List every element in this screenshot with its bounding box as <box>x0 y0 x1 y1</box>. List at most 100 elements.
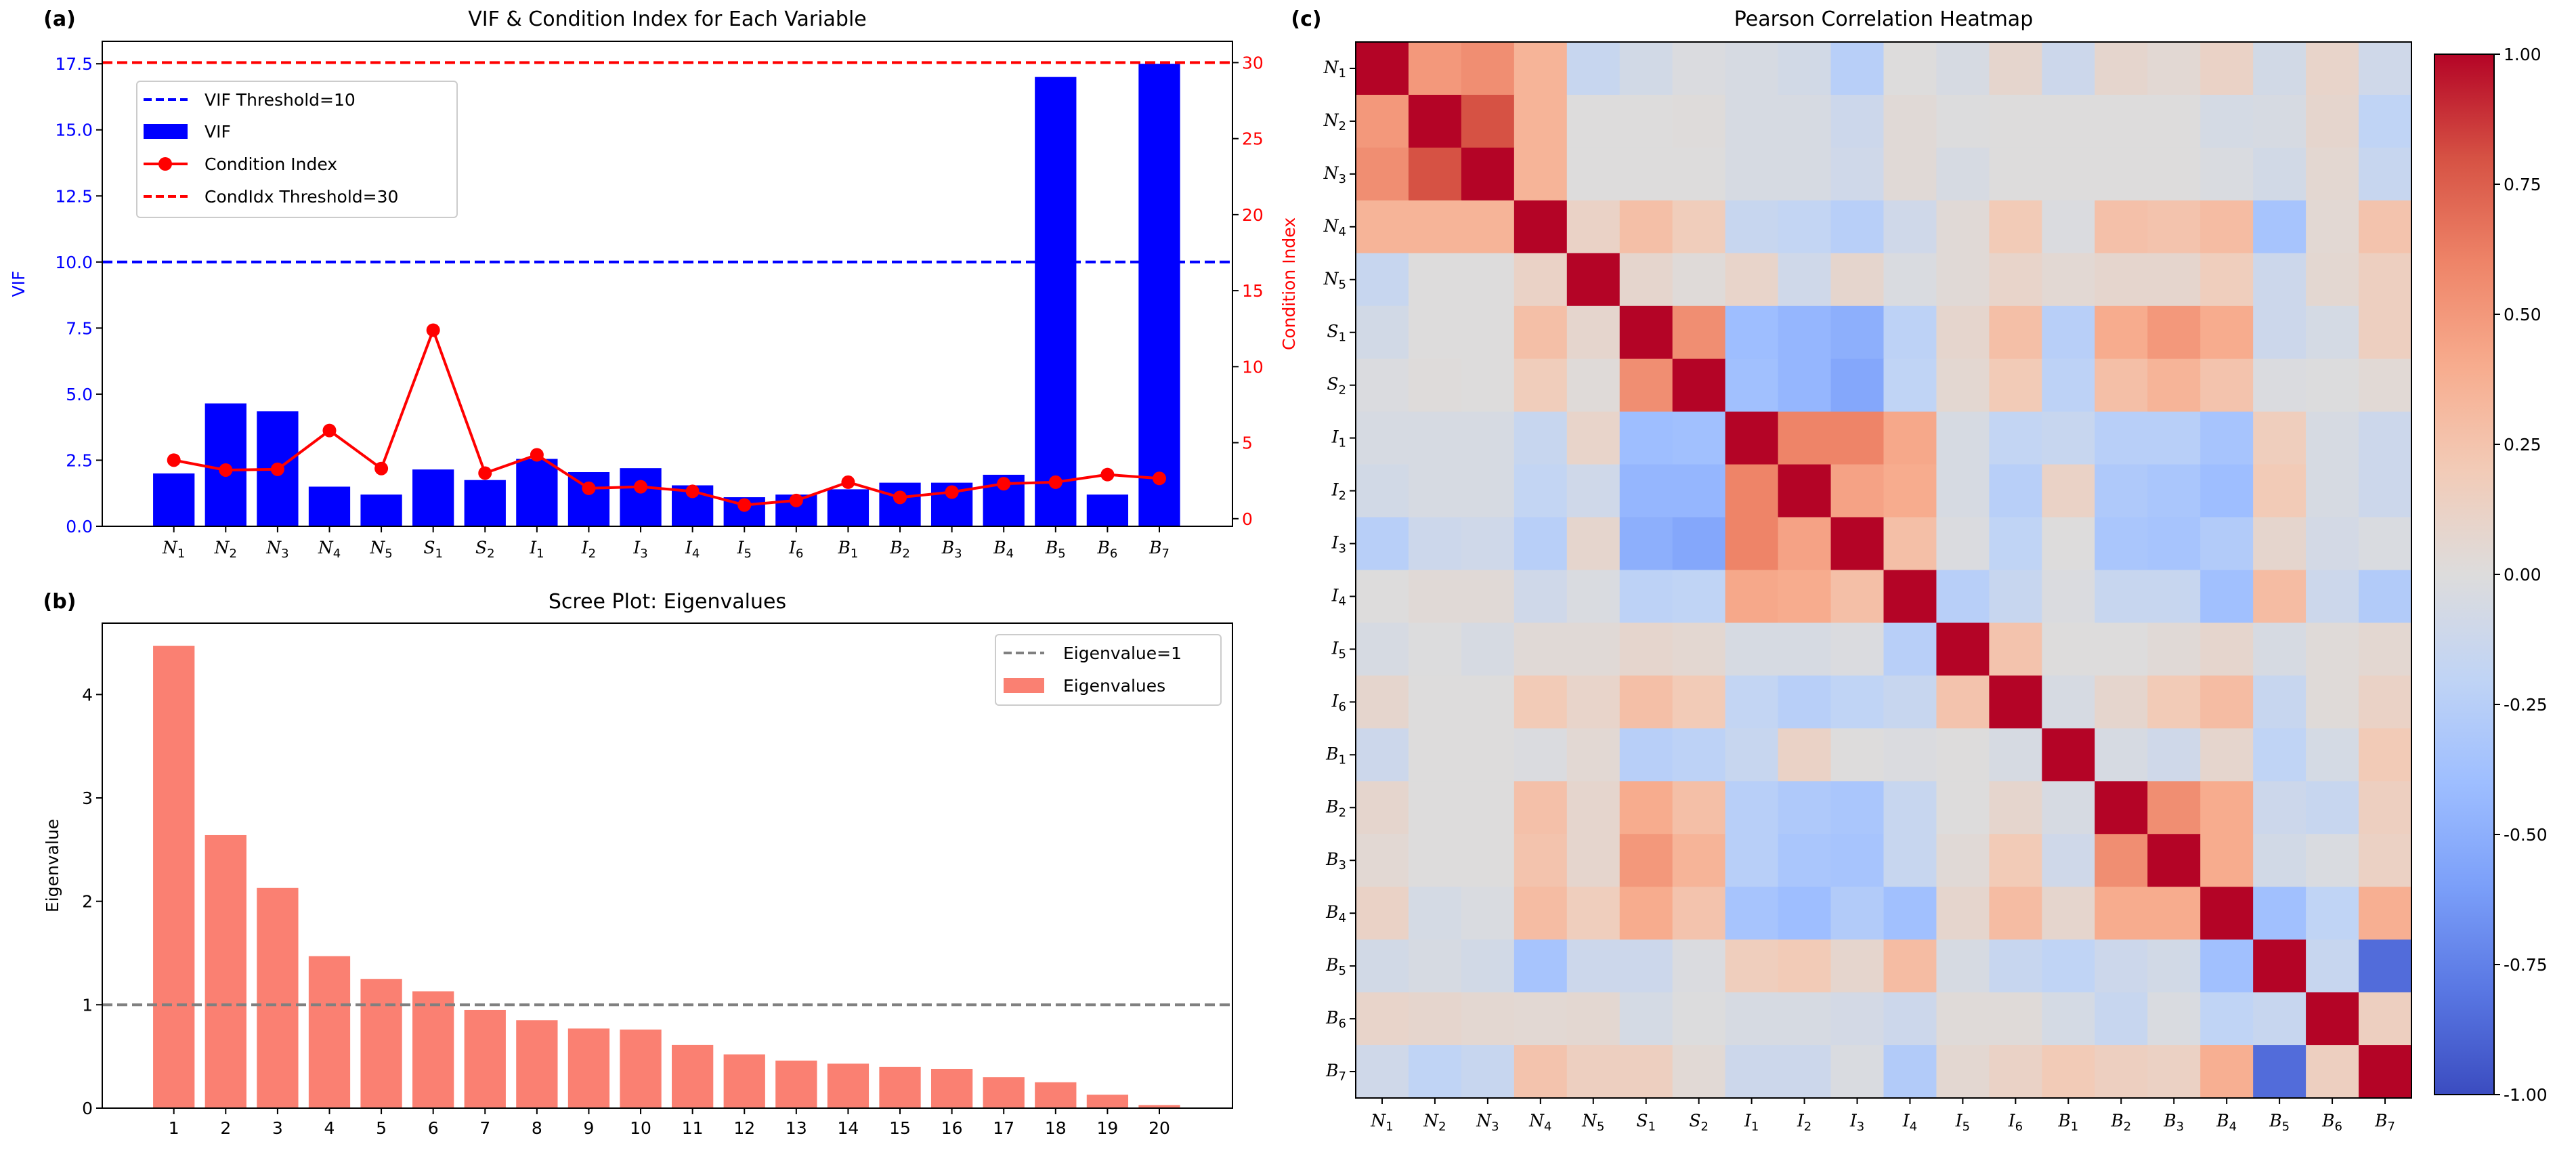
heatmap-cell-N5-S1 <box>1619 253 1673 307</box>
xtick-label-S1: S1 <box>423 538 443 561</box>
row-label-I3: I3 <box>1331 533 1346 556</box>
heatmap-cell-N2-B5 <box>2253 94 2306 148</box>
label-letter: N <box>1323 58 1339 77</box>
heatmap-cell-B1-B5 <box>2253 728 2306 782</box>
condition-index-point-N1 <box>167 453 181 467</box>
heatmap-cell-B4-B6 <box>2306 887 2359 940</box>
heatmap-cell-N1-S2 <box>1672 42 1726 96</box>
heatmap-cell-S1-I4 <box>1883 305 1937 360</box>
heatmap-cell-B5-I1 <box>1725 939 1779 993</box>
heatmap-cell-N1-B4 <box>2200 42 2254 96</box>
label-letter: N <box>1323 110 1339 130</box>
heatmap-cell-B6-I5 <box>1936 992 1990 1046</box>
heatmap-cell-B2-N1 <box>1356 781 1409 834</box>
heatmap-cell-B1-B2 <box>2095 728 2148 782</box>
heatmap-cell-B7-I3 <box>1830 1045 1885 1099</box>
heatmap-cell-I2-I3 <box>1830 464 1885 518</box>
heatmap-cell-B4-S2 <box>1672 887 1726 940</box>
heatmap-cell-B5-N5 <box>1566 939 1620 993</box>
heatmap-cell-S2-I1 <box>1725 358 1779 413</box>
heatmap-cell-S1-N2 <box>1408 305 1462 360</box>
label-letter: N <box>369 538 385 557</box>
label-letter: I <box>685 538 693 557</box>
vif-bar-B6 <box>1086 494 1129 526</box>
heatmap-cell-S2-N4 <box>1514 358 1568 413</box>
heatmap-cell-B4-N3 <box>1461 887 1515 940</box>
ytick-label-left: 0.0 <box>66 517 93 536</box>
heatmap-cell-B3-B6 <box>2306 834 2359 887</box>
chart-title-c: Pearson Correlation Heatmap <box>1734 7 2034 31</box>
heatmap-cell-I1-N5 <box>1566 411 1620 465</box>
ytick-label-right: 10 <box>1242 357 1264 377</box>
col-label-I3: I3 <box>1849 1111 1864 1134</box>
heatmap-cell-S1-N1 <box>1356 305 1409 360</box>
heatmap-cell-I1-I4 <box>1883 411 1937 465</box>
vif-bar-S1 <box>412 469 454 526</box>
heatmap-cell-B1-N5 <box>1566 728 1620 782</box>
heatmap-cell-B6-B3 <box>2147 992 2201 1046</box>
heatmap-cell-I3-N3 <box>1461 517 1515 571</box>
label-letter: I <box>737 538 745 557</box>
heatmap-cell-N1-I1 <box>1725 42 1779 96</box>
heatmap-cell-S2-I6 <box>1989 358 2042 413</box>
heatmap-cell-N4-B7 <box>2359 200 2412 254</box>
heatmap-cell-I1-I3 <box>1830 411 1885 465</box>
label-subscript: 5 <box>1962 1120 1970 1134</box>
heatmap-cell-S2-N3 <box>1461 358 1515 413</box>
vif-bar-B5 <box>1035 77 1077 526</box>
heatmap-cell-I2-B4 <box>2200 464 2254 518</box>
heatmap-cell-S2-N1 <box>1356 358 1409 413</box>
heatmap-cell-I2-B7 <box>2359 464 2412 518</box>
vif-bar-I3 <box>620 468 662 526</box>
heatmap-cell-B6-B1 <box>2042 992 2095 1046</box>
label-letter: B <box>1325 797 1338 816</box>
ytick-label-left: 17.5 <box>55 54 93 74</box>
vif-bar-I2 <box>567 472 610 526</box>
label-letter: N <box>1323 163 1339 183</box>
heatmap-cell-I6-I1 <box>1725 675 1779 729</box>
heatmap-cell-B3-N2 <box>1408 834 1462 887</box>
row-label-I1: I1 <box>1331 427 1346 450</box>
heatmap-cell-S1-I6 <box>1989 305 2042 360</box>
row-label-B7: B7 <box>1325 1061 1346 1084</box>
label-letter: N <box>1323 269 1339 289</box>
condition-index-point-I6 <box>789 493 803 507</box>
vif-bar-N4 <box>308 486 351 526</box>
row-label-B2: B2 <box>1325 797 1346 820</box>
heatmap-cell-S2-B2 <box>2095 358 2148 413</box>
heatmap-cell-B3-I5 <box>1936 834 1990 887</box>
heatmap-cell-N5-N5 <box>1566 253 1620 307</box>
xtick-label-B1: B1 <box>838 538 859 561</box>
heatmap-cell-B6-S1 <box>1619 992 1673 1046</box>
heatmap-cell-I5-S2 <box>1672 622 1726 676</box>
colorbar-tick-label: 0.00 <box>2504 565 2541 585</box>
heatmap-cell-N4-B1 <box>2042 200 2095 254</box>
heatmap-cell-I2-N1 <box>1356 464 1409 518</box>
heatmap-cell-I3-B7 <box>2359 517 2412 571</box>
heatmap-cell-B2-I2 <box>1778 781 1832 834</box>
heatmap-cell-B7-B2 <box>2095 1045 2148 1099</box>
heatmap-cell-N2-N3 <box>1461 94 1515 148</box>
heatmap-cell-B7-S1 <box>1619 1045 1673 1099</box>
heatmap-cell-N1-N3 <box>1461 42 1515 96</box>
heatmap-cell-I4-B5 <box>2253 570 2306 624</box>
heatmap-cell-I6-B6 <box>2306 675 2359 729</box>
heatmap-cell-S1-I2 <box>1778 305 1832 360</box>
heatmap-cell-B1-B1 <box>2042 728 2095 782</box>
ytick-label-right: 30 <box>1242 53 1264 72</box>
eigenvalue-bar-15 <box>879 1066 921 1108</box>
heatmap-cell-I3-N4 <box>1514 517 1568 571</box>
heatmap-cell-N5-B1 <box>2042 253 2095 307</box>
heatmap-cell-N2-I4 <box>1883 94 1937 148</box>
heatmap-cell-B3-S2 <box>1672 834 1726 887</box>
heatmap-cell-N2-I5 <box>1936 94 1990 148</box>
label-subscript: 6 <box>1339 1017 1346 1031</box>
legend-swatch-eigenvalues <box>1004 678 1044 693</box>
heatmap-cell-I4-I4 <box>1883 570 1937 624</box>
heatmap-cell-B1-N3 <box>1461 728 1515 782</box>
row-label-S1: S1 <box>1327 322 1346 345</box>
plot-frame-b <box>102 622 1233 1109</box>
eigenvalue-bar-2 <box>205 834 246 1108</box>
heatmap-cell-S2-B5 <box>2253 358 2306 413</box>
heatmap-cell-I2-B3 <box>2147 464 2201 518</box>
